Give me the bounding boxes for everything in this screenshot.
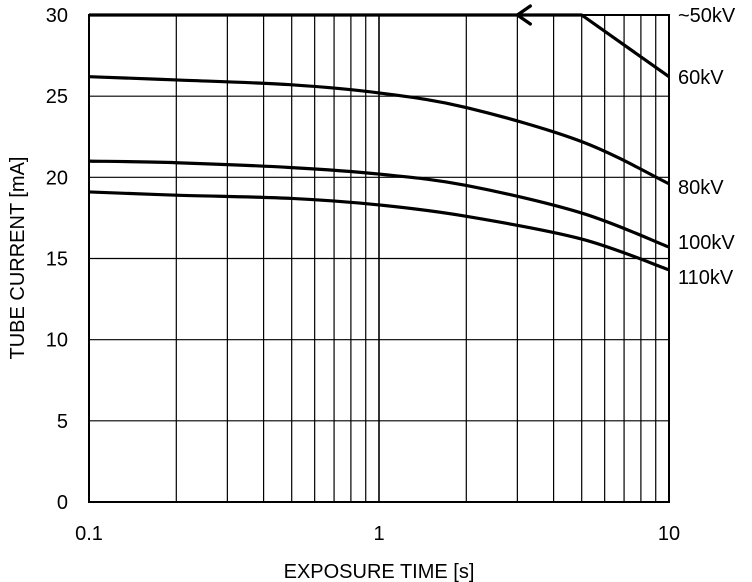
series-line-1: [88, 75, 670, 186]
y-axis-label: TUBE CURRENT [mA]: [7, 157, 29, 360]
y-tick-label: 0: [57, 492, 68, 514]
x-tick-label: 1: [373, 523, 384, 545]
y-tick-label: 20: [46, 167, 68, 189]
x-tick-label: 10: [658, 523, 680, 545]
x-axis-label: EXPOSURE TIME [s]: [284, 561, 475, 582]
y-tick-label: 25: [46, 86, 68, 108]
series-label: ~50kV: [678, 5, 736, 27]
tick-labels: 0 5 10 15 20 25 30 0.1 1 10: [46, 5, 680, 545]
y-tick-label: 30: [46, 5, 68, 27]
plot-frame: [88, 14, 670, 503]
y-tick-label: 5: [57, 411, 68, 433]
series-line-3: [88, 190, 670, 272]
y-tick-label: 10: [46, 330, 68, 352]
series-line-2: [88, 159, 670, 249]
series-label: 100kV: [678, 232, 735, 254]
series-labels: ~50kV 60kV 80kV 100kV 110kV: [678, 5, 736, 289]
y-tick-label: 15: [46, 249, 68, 271]
series-label: 110kV: [678, 267, 734, 289]
series-label: 60kV: [678, 67, 724, 89]
grid: [88, 14, 669, 503]
series-label: 80kV: [678, 177, 724, 199]
x-tick-label: 0.1: [75, 523, 103, 545]
